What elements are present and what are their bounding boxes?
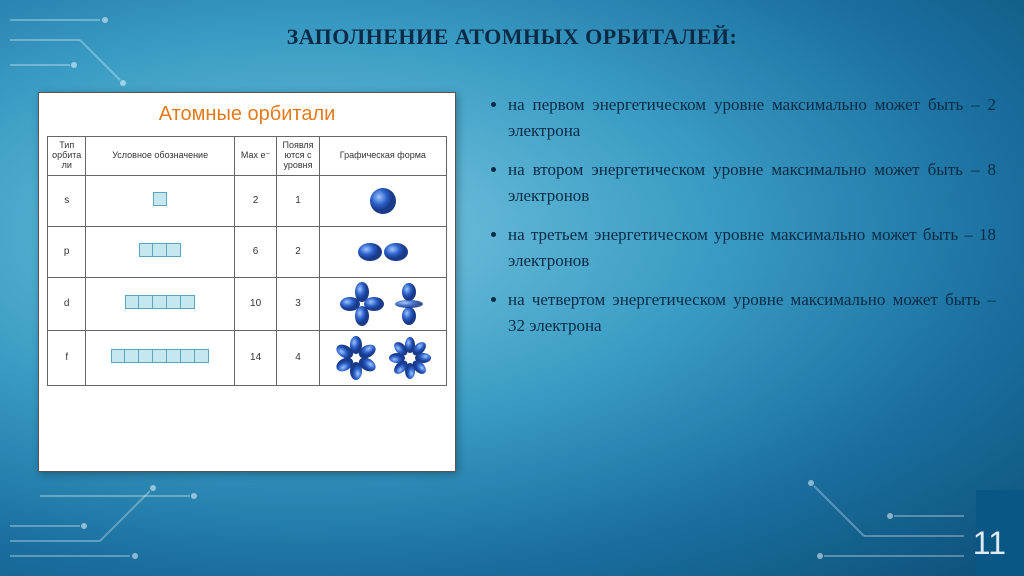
table-header: Мах e⁻ [234, 137, 276, 176]
appears-level: 2 [277, 226, 319, 277]
max-electrons: 10 [234, 277, 276, 330]
orbital-type: d [48, 277, 86, 330]
table-row: s 21 [48, 175, 447, 226]
orbital-boxes [86, 226, 234, 277]
orbitals-card: Атомные орбитали Тип орбита лиУсловное о… [38, 92, 456, 472]
orbital-type: f [48, 330, 86, 385]
bullet-item: на третьем энергетическом уровне максима… [508, 222, 996, 273]
appears-level: 4 [277, 330, 319, 385]
orbital-shape [319, 277, 446, 330]
bullet-item: на втором энергетическом уровне максимал… [508, 157, 996, 208]
table-header: Условное обозначение [86, 137, 234, 176]
bullet-item: на первом энергетическом уровне максимал… [508, 92, 996, 143]
page-number: 11 [973, 525, 1006, 562]
slide-title: ЗАПОЛНЕНИЕ АТОМНЫХ ОРБИТАЛЕЙ: [0, 24, 1024, 50]
table-row: d 103 [48, 277, 447, 330]
table-row: p 62 [48, 226, 447, 277]
table-header: Тип орбита ли [48, 137, 86, 176]
table-header: Графическая форма [319, 137, 446, 176]
orbital-type: s [48, 175, 86, 226]
card-title: Атомные орбитали [47, 103, 447, 126]
bullet-item: на четвертом энергетическом уровне макси… [508, 287, 996, 338]
orbital-boxes [86, 175, 234, 226]
orbital-boxes [86, 330, 234, 385]
decoration-circuit-br [744, 426, 964, 566]
appears-level: 3 [277, 277, 319, 330]
orbital-shape [319, 175, 446, 226]
max-electrons: 2 [234, 175, 276, 226]
orbitals-table: Тип орбита лиУсловное обозначениеМах e⁻П… [47, 136, 447, 386]
max-electrons: 14 [234, 330, 276, 385]
max-electrons: 6 [234, 226, 276, 277]
orbital-type: p [48, 226, 86, 277]
orbital-shape [319, 226, 446, 277]
bullet-content: на первом энергетическом уровне максимал… [488, 92, 996, 352]
appears-level: 1 [277, 175, 319, 226]
orbital-boxes [86, 277, 234, 330]
orbital-shape [319, 330, 446, 385]
table-header: Появля ются с уровня [277, 137, 319, 176]
table-row: f 144 [48, 330, 447, 385]
